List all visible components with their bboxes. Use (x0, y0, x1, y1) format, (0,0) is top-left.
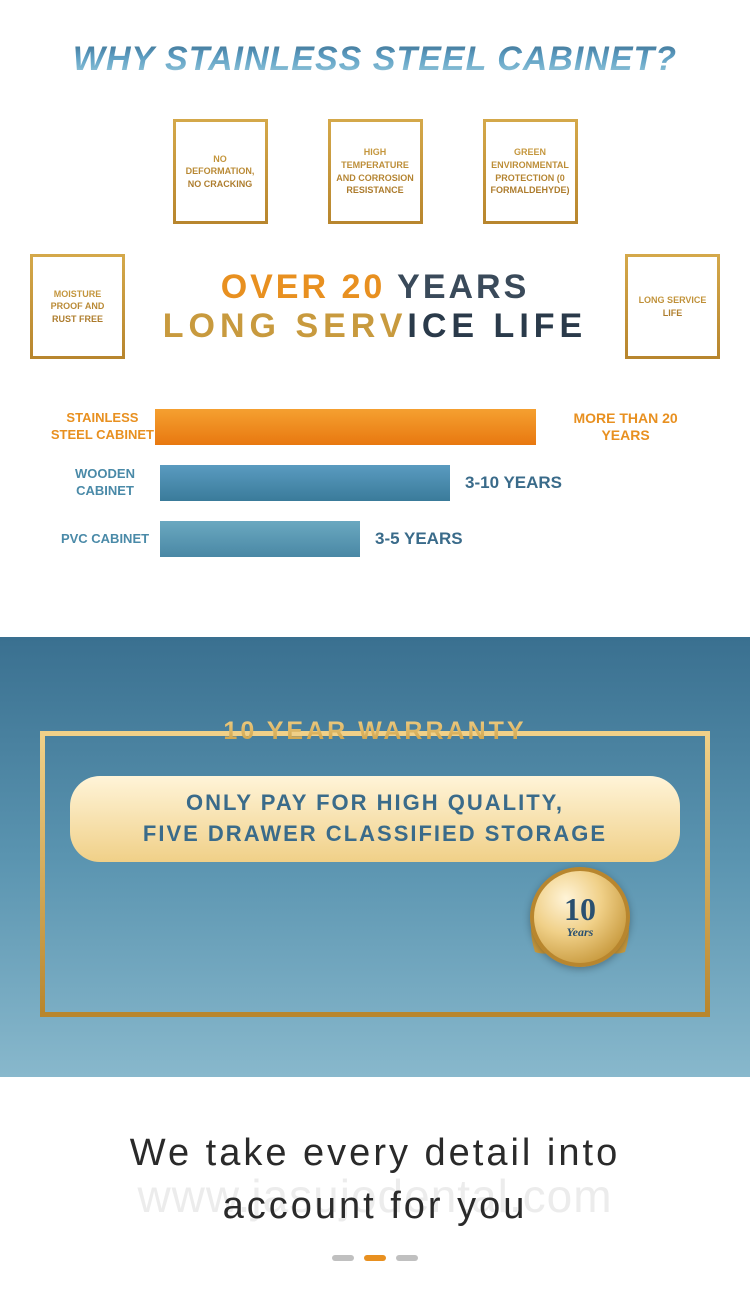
badge-years-label: Years (567, 925, 594, 940)
comparison-chart: STAINLESS STEEL CABINET MORE THAN 20 YEA… (20, 409, 730, 557)
bar-row-stainless: STAINLESS STEEL CABINET MORE THAN 20 YEA… (50, 409, 700, 445)
center-headline: OVER 20 YEARS LONG SERVICE LIFE (163, 268, 587, 346)
carousel-dots[interactable] (30, 1248, 720, 1266)
main-title: WHY STAINLESS STEEL CABINET? (20, 40, 730, 79)
feature-box-1: NO DEFORMATION, NO CRACKING (173, 119, 268, 224)
dot-1[interactable] (332, 1255, 354, 1261)
feature-box-5: LONG SERVICE LIFE (625, 254, 720, 359)
dot-3[interactable] (396, 1255, 418, 1261)
bar-pvc (160, 521, 360, 557)
feature-box-3: GREEN ENVIRONMENTAL PROTECTION (0 FORMAL… (483, 119, 578, 224)
bar-row-wooden: WOODEN CABINET 3-10 YEARS (50, 465, 700, 501)
warranty-pill: ONLY PAY FOR HIGH QUALITY, FIVE DRAWER C… (70, 776, 680, 862)
detail-line2: account for you (30, 1180, 720, 1233)
warranty-section: 10 YEAR WARRANTY ONLY PAY FOR HIGH QUALI… (0, 637, 750, 1077)
detail-line1: We take every detail into (30, 1127, 720, 1180)
feature-box-2: HIGH TEMPERATURE AND CORROSION RESISTANC… (328, 119, 423, 224)
warranty-badge: 10 Years (515, 852, 645, 982)
why-section: WHY STAINLESS STEEL CABINET? NO DEFORMAT… (0, 0, 750, 637)
bar-wooden (160, 465, 450, 501)
bar-stainless (155, 409, 536, 445)
feature-row-middle: MOISTURE PROOF AND RUST FREE OVER 20 YEA… (20, 254, 730, 359)
dot-2[interactable] (364, 1255, 386, 1261)
detail-section: www.jasujodental.com We take every detai… (0, 1077, 750, 1316)
warranty-box: ONLY PAY FOR HIGH QUALITY, FIVE DRAWER C… (40, 731, 710, 1017)
badge-number: 10 (564, 893, 596, 925)
bar-row-pvc: PVC CABINET 3-5 YEARS (50, 521, 700, 557)
feature-box-4: MOISTURE PROOF AND RUST FREE (30, 254, 125, 359)
warranty-title: 10 YEAR WARRANTY (208, 717, 541, 746)
feature-row-top: NO DEFORMATION, NO CRACKING HIGH TEMPERA… (20, 119, 730, 224)
